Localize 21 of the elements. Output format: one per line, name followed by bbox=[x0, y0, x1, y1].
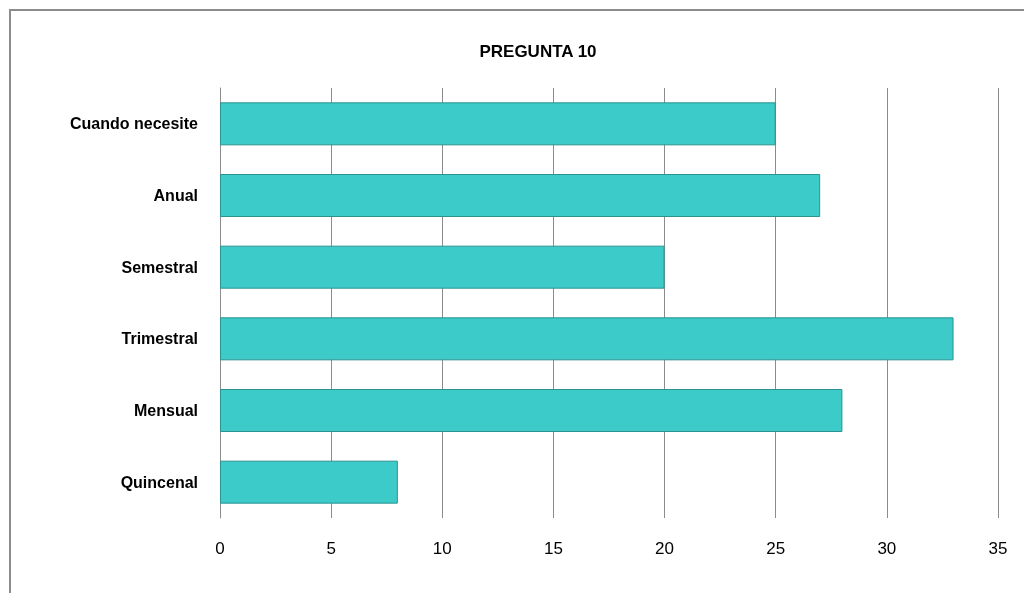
bar bbox=[220, 245, 665, 289]
y-tick-label: Mensual bbox=[133, 402, 198, 419]
x-tick-label: 5 bbox=[326, 539, 336, 558]
bar bbox=[220, 174, 821, 217]
x-tick-label: 10 bbox=[432, 539, 452, 558]
bar bbox=[220, 317, 954, 361]
y-tick-label: Quincenal bbox=[120, 473, 198, 491]
y-tick-label: Semestral bbox=[121, 258, 198, 276]
x-tick-label: 20 bbox=[655, 539, 675, 558]
y-tick-label: Anual bbox=[153, 187, 198, 204]
bar bbox=[220, 102, 776, 146]
x-tick-label: 0 bbox=[215, 539, 225, 558]
y-tick-label: Trimestral bbox=[121, 330, 198, 348]
x-tick-label: 15 bbox=[543, 539, 563, 558]
bar bbox=[220, 460, 398, 504]
bar bbox=[220, 389, 843, 432]
x-tick-label: 30 bbox=[877, 539, 897, 558]
x-tick-label: 25 bbox=[766, 539, 786, 558]
y-tick-label: Cuando necesite bbox=[69, 115, 199, 133]
chart-title: PREGUNTA 10 bbox=[479, 42, 597, 61]
x-tick-label: 35 bbox=[988, 539, 1008, 558]
